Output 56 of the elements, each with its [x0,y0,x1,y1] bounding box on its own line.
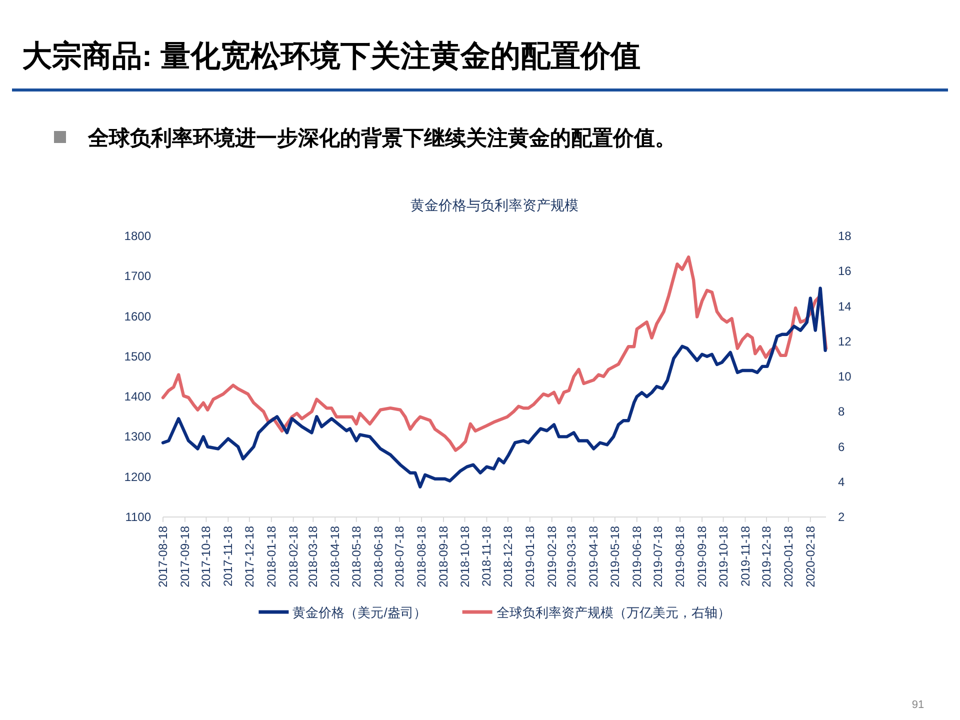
x-tick-label: 2017-11-18 [221,526,236,586]
x-tick-label: 2019-06-18 [630,526,644,588]
chart-subtitle: 全球负利率环境进一步深化的背景下继续关注黄金的配置价值。 [87,126,676,150]
y-tick-label: 1700 [124,269,152,284]
x-tick-label: 2020-01-18 [781,526,796,588]
x-tick-label: 2019-01-18 [522,526,537,588]
x-tick-label: 2017-12-18 [242,526,256,588]
y2-tick-label: 2 [838,510,845,524]
y2-tick-label: 18 [838,229,852,243]
text: 91 [912,699,924,711]
x-tick-label: 2019-03-18 [564,526,579,588]
y2-tick-label: 10 [838,370,852,384]
y-tick-label: 1600 [124,309,152,324]
x-tick-label: 2018-01-18 [264,526,278,588]
x-tick-label: 2017-10-18 [199,526,214,588]
x-tick-label: 2018-10-18 [458,526,472,588]
x-tick-label: 2019-11-18 [738,526,752,586]
x-tick-label: 2017-08-18 [156,526,170,588]
x-tick-label: 2019-10-18 [716,526,730,588]
x-tick-label: 2019-04-18 [586,526,601,588]
x-tick-label: 2018-05-18 [349,526,364,588]
chart-title: 大宗商品: 量化宽松环境下关注黄金的配置价值 [22,39,640,73]
y2-tick-label: 16 [838,264,852,278]
legend-label: 全球负利率资产规模（万亿美元，右轴） [496,605,730,620]
text: 黄金价格与负利率资产规模 [410,197,578,213]
x-tick-label: 2020-02-18 [803,526,818,588]
y-tick-label: 1100 [125,510,152,524]
y-tick-label: 1400 [124,390,152,404]
x-tick-label: 2018-03-18 [306,526,320,588]
y-tick-label: 1800 [124,229,152,243]
y2-tick-label: 8 [838,404,845,419]
line-series [161,255,828,452]
x-tick-label: 2019-08-18 [673,526,688,588]
x-tick-label: 2018-12-18 [500,526,515,588]
x-tick-label: 2019-05-18 [608,526,622,588]
x-tick-label: 2019-12-18 [760,526,774,588]
y-tick-label: 1500 [124,349,152,364]
y2-tick-label: 12 [838,334,852,348]
line-series [161,286,827,488]
y2-tick-label: 4 [838,474,845,489]
legend-label: 黄金价格（美元/盎司） [292,605,426,620]
x-tick-label: 2018-04-18 [328,526,342,588]
y-tick-label: 1200 [124,470,152,484]
x-tick-label: 2018-06-18 [371,526,386,588]
y2-tick-label: 14 [838,299,852,314]
x-tick-label: 2019-07-18 [651,526,666,588]
y2-tick-label: 6 [838,440,845,454]
x-tick-label: 2018-02-18 [286,526,300,588]
y-tick-label: 1300 [124,430,152,444]
x-tick-label: 2017-09-18 [178,526,192,588]
x-tick-label: 2018-07-18 [392,526,407,588]
x-tick-label: 2018-09-18 [436,526,450,588]
x-tick-label: 2019-02-18 [544,526,559,588]
x-tick-label: 2018-11-18 [480,526,494,586]
x-tick-label: 2019-09-18 [695,526,710,588]
x-tick-label: 2018-08-18 [414,526,429,588]
